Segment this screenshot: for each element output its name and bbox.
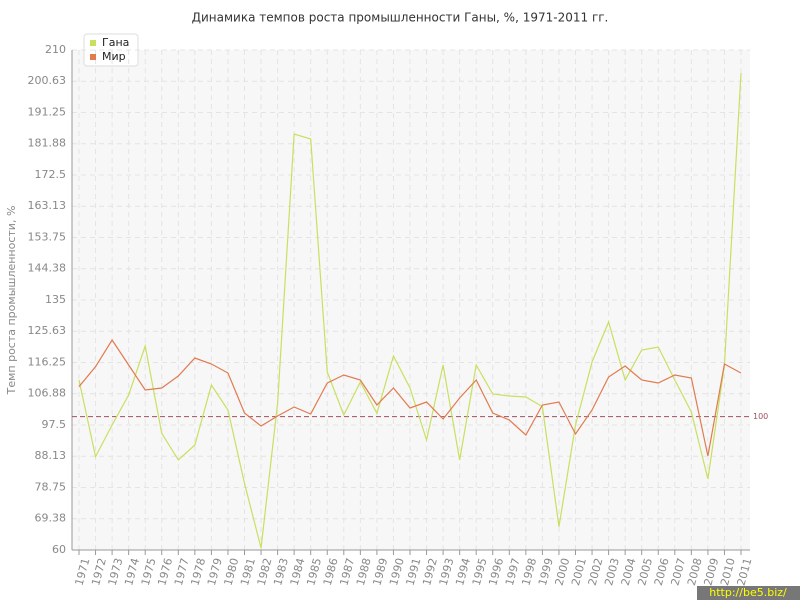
- y-tick-label: 144.38: [28, 262, 67, 275]
- legend-swatch: [90, 40, 96, 46]
- y-tick-label: 106.88: [28, 387, 67, 400]
- chart-title: Динамика темпов роста промышленности Ган…: [192, 11, 609, 25]
- y-tick-label: 163.13: [28, 199, 67, 212]
- reference-label: 100: [753, 412, 768, 421]
- series-line: [78, 338, 742, 457]
- y-tick-label: 69.38: [35, 512, 67, 525]
- y-tick-label: 125.63: [28, 324, 67, 337]
- watermark-bg: [697, 586, 800, 600]
- y-axis-label: Темп роста промышленности, %: [5, 206, 18, 396]
- y-tick-label: 153.75: [28, 231, 67, 244]
- y-tick-label: 210: [45, 43, 66, 56]
- legend-label: Мир: [102, 50, 126, 63]
- y-tick-label: 135: [45, 293, 66, 306]
- y-tick-label: 88.13: [35, 449, 67, 462]
- legend-swatch: [90, 54, 96, 60]
- y-tick-label: 116.25: [28, 356, 67, 369]
- legend-label: Гана: [102, 36, 129, 49]
- y-tick-label: 181.88: [28, 137, 67, 150]
- watermark: http://be5.biz/: [709, 586, 787, 599]
- y-tick-label: 60: [52, 543, 66, 556]
- y-tick-label: 172.5: [35, 168, 67, 181]
- y-tick-label: 200.63: [28, 74, 67, 87]
- y-tick-label: 78.75: [35, 481, 67, 494]
- y-tick-label: 191.25: [28, 106, 67, 119]
- y-tick-label: 97.5: [42, 418, 67, 431]
